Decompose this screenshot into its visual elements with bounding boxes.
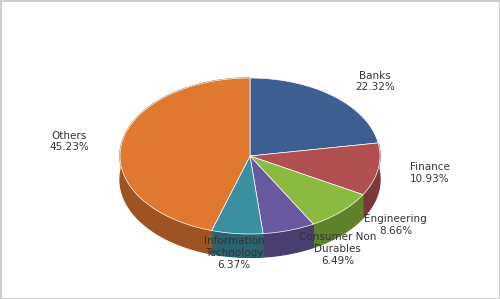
Polygon shape bbox=[263, 224, 314, 257]
Text: Others
45.23%: Others 45.23% bbox=[50, 131, 90, 152]
Text: Information
Technology
6.37%: Information Technology 6.37% bbox=[204, 237, 264, 270]
Polygon shape bbox=[314, 195, 363, 248]
Polygon shape bbox=[250, 143, 380, 195]
Text: Consumer Non
Durables
6.49%: Consumer Non Durables 6.49% bbox=[298, 232, 376, 266]
Text: Banks
22.32%: Banks 22.32% bbox=[355, 71, 395, 92]
Polygon shape bbox=[212, 156, 263, 234]
Polygon shape bbox=[120, 78, 250, 254]
Polygon shape bbox=[250, 156, 314, 234]
Polygon shape bbox=[212, 231, 263, 257]
Polygon shape bbox=[363, 143, 380, 218]
Polygon shape bbox=[250, 156, 363, 224]
Polygon shape bbox=[120, 78, 250, 231]
Text: Finance
10.93%: Finance 10.93% bbox=[410, 162, 450, 184]
Polygon shape bbox=[250, 78, 378, 156]
Text: Engineering
8.66%: Engineering 8.66% bbox=[364, 214, 427, 236]
